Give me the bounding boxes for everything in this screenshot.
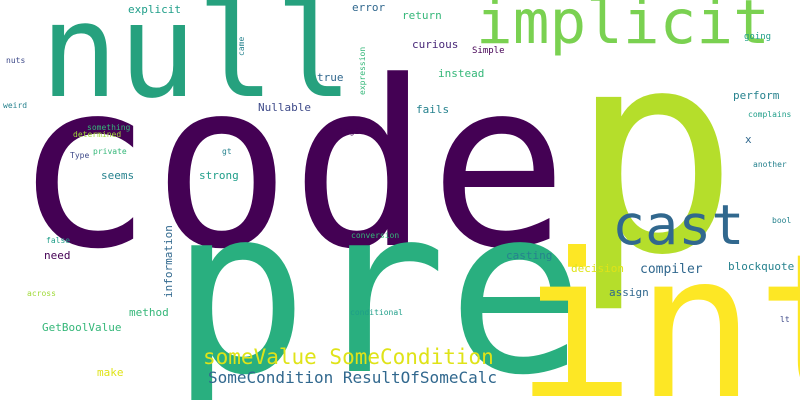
word-error: error [352,1,386,14]
word-logic: logic [340,127,365,136]
word-across: across [27,289,56,298]
word-going: going [744,32,772,42]
word-blockquote: blockquote [728,260,795,273]
word-need: need [44,249,71,262]
word-implicit: implicit [476,0,770,58]
word-information: information [162,225,175,298]
word-false: false [46,236,71,245]
word-complains: complains [748,110,792,119]
word-nuts: nuts [6,56,26,65]
word-simple: Simple [472,46,505,56]
word-private: private [93,147,127,156]
word-x: x [745,133,752,146]
word-somecondition-resultofsomecalc: SomeCondition ResultOfSomeCalc [208,368,497,387]
word-return: return [402,9,442,22]
word-code: code [14,33,568,300]
word-seems: seems [101,169,135,182]
word-method: method [129,306,169,319]
word-int: int [515,211,800,400]
word-explicit: explicit [128,3,181,16]
word-conditional: conditional [350,308,403,317]
word-somevalue-somecondition: someValue SomeCondition [203,345,494,369]
word-cast: cast [612,193,745,257]
word-lt: lt [780,315,790,324]
word-compiler: compiler [640,262,703,277]
word-determined: determined [73,130,122,139]
word-decision: decision [571,262,624,275]
word-instead: instead [438,67,485,80]
word-expression: expression [358,46,367,95]
word-weird: weird [3,101,28,110]
word-p: p [570,0,739,317]
word-null: null [40,0,354,127]
word-fails: fails [416,103,450,116]
word-curious: curious [412,38,459,51]
word-strong: strong [199,169,239,182]
word-getboolvalue: GetBoolValue [42,321,122,334]
word-nullable: Nullable [258,101,311,114]
word-true: true [317,71,344,84]
word-type: Type [70,151,90,160]
word-conversion: conversion [351,231,400,240]
word-pre: pre [170,159,586,400]
word-casting: casting [506,249,553,262]
word-another: another [753,160,787,169]
word-make: make [97,366,124,379]
word-assign: assign [609,286,649,299]
word-perform: perform [733,89,780,102]
word-something: something [87,123,131,132]
word-gt: gt [222,147,232,156]
word-came: came [237,36,246,56]
word-bool: bool [772,216,792,225]
